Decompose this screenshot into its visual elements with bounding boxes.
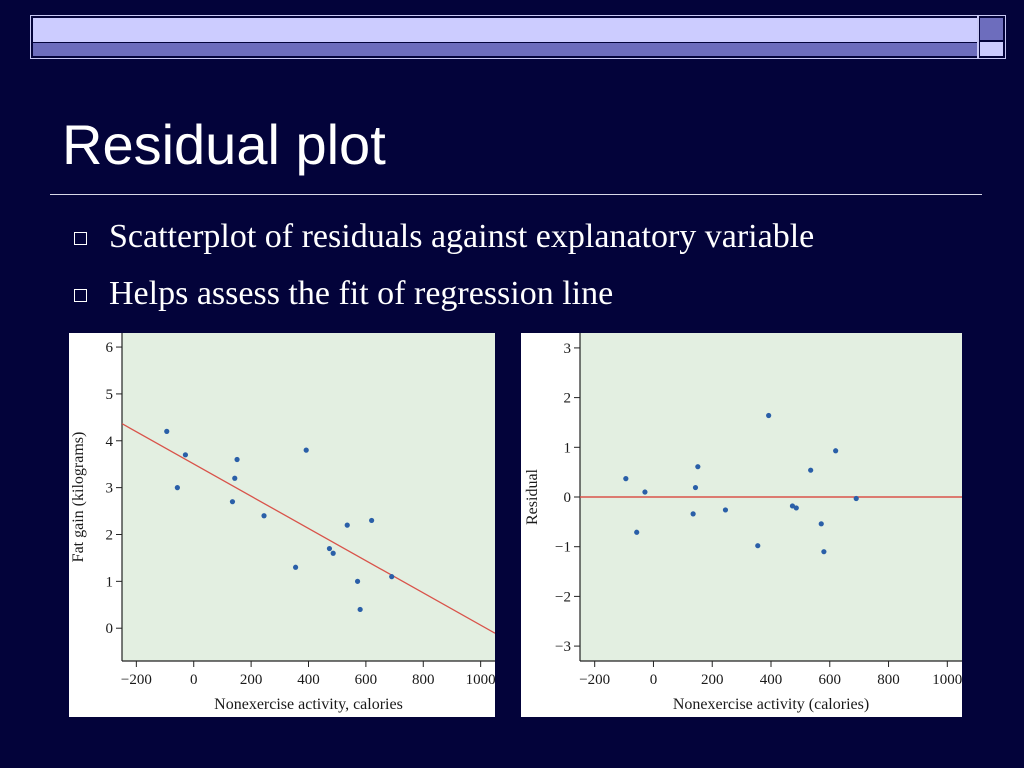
data-point <box>755 543 761 549</box>
header-square-top <box>980 18 1003 40</box>
data-point <box>692 484 699 491</box>
bullet-text: Helps assess the fit of regression line <box>109 275 614 312</box>
data-point <box>818 521 824 527</box>
y-tick-label: −3 <box>555 639 571 655</box>
y-tick-label: 2 <box>106 527 114 543</box>
data-point <box>261 513 267 519</box>
header-bar-light <box>33 18 977 42</box>
data-point <box>292 564 299 570</box>
residual-plot-panel: −200 0 200 400 600 800 1000 −3 −2 −1 0 1 2 3 Nonexerci… <box>521 333 962 717</box>
data-point <box>808 467 814 473</box>
hollow-square-bullet-icon <box>74 232 87 245</box>
data-point <box>357 606 363 613</box>
residual-scatter-plot: −200 0 200 400 600 800 1000 −3 −2 −1 0 1 2 3 Nonexerci… <box>524 333 962 713</box>
plot-area <box>122 333 495 661</box>
data-point <box>722 507 729 513</box>
data-point <box>303 447 309 453</box>
bullet-item: Helps assess the fit of regression line <box>72 271 814 328</box>
title-divider <box>50 194 982 195</box>
header-bar-outline <box>30 15 978 59</box>
x-tick-label: 400 <box>760 672 783 688</box>
x-tick-label: 600 <box>819 672 842 688</box>
y-axis-label: Residual <box>524 468 541 525</box>
bullet-text: Scatterplot of residuals against explana… <box>109 218 815 255</box>
x-axis-label: Nonexercise activity, calories <box>214 696 403 713</box>
header-square-bottom <box>980 42 1003 56</box>
x-tick-label: 1000 <box>466 672 495 688</box>
x-tick-label: 800 <box>877 672 900 688</box>
data-point <box>234 456 240 463</box>
y-axis-label: Fat gain (kilograms) <box>70 432 87 563</box>
y-tick-label: −2 <box>555 589 571 605</box>
y-tick-label: 6 <box>106 340 114 356</box>
data-point <box>766 412 772 419</box>
data-point <box>164 428 170 434</box>
x-tick-label: −200 <box>579 672 610 688</box>
x-tick-label: −200 <box>121 672 152 688</box>
data-point <box>695 464 701 470</box>
data-point <box>853 495 859 502</box>
y-tick-label: −1 <box>555 540 571 556</box>
y-tick-label: 2 <box>564 391 572 407</box>
data-point <box>634 529 640 535</box>
x-tick-label: 800 <box>412 672 435 688</box>
data-point <box>793 505 799 511</box>
data-point <box>326 545 333 552</box>
y-tick-label: 1 <box>106 574 114 590</box>
x-tick-label: 0 <box>190 672 198 688</box>
fat-gain-scatter-panel: −200 0 200 400 600 800 1000 0 1 2 3 4 5 6 Nonexercise … <box>69 333 495 717</box>
y-tick-label: 3 <box>106 481 114 497</box>
header-bar-mid <box>33 43 977 56</box>
data-point <box>182 452 189 458</box>
data-point <box>330 550 336 556</box>
data-point <box>174 485 180 491</box>
x-tick-label: 0 <box>650 672 658 688</box>
regression-line <box>122 423 495 634</box>
bullet-list: Scatterplot of residuals against explana… <box>72 214 814 328</box>
x-tick-label: 1000 <box>932 672 962 688</box>
data-point <box>690 511 696 517</box>
y-tick-label: 3 <box>564 341 572 357</box>
data-point <box>344 522 350 528</box>
header-square-outline <box>978 15 1006 59</box>
data-point <box>833 448 839 454</box>
data-point <box>229 499 236 505</box>
x-axis-label: Nonexercise activity (calories) <box>673 696 869 713</box>
data-point <box>789 503 796 509</box>
y-tick-label: 5 <box>106 387 114 403</box>
x-tick-label: 200 <box>240 672 263 688</box>
header-decoration <box>30 15 1006 59</box>
hollow-square-bullet-icon <box>74 289 87 302</box>
y-tick-label: 0 <box>564 490 572 506</box>
x-tick-label: 200 <box>701 672 724 688</box>
data-point <box>369 517 375 524</box>
y-tick-label: 4 <box>106 434 114 450</box>
fat-gain-scatter-plot: −200 0 200 400 600 800 1000 0 1 2 3 4 5 6 Nonexercise … <box>70 333 495 713</box>
y-tick-label: 1 <box>564 440 572 456</box>
data-point <box>354 578 361 584</box>
data-point <box>389 574 395 580</box>
x-tick-label: 600 <box>355 672 378 688</box>
bullet-item: Scatterplot of residuals against explana… <box>72 214 814 271</box>
data-point <box>232 475 238 481</box>
data-point <box>821 549 827 555</box>
slide-title: Residual plot <box>62 113 386 176</box>
data-point <box>623 476 629 482</box>
y-tick-label: 0 <box>106 621 114 637</box>
data-point <box>642 489 648 495</box>
x-tick-label: 400 <box>297 672 320 688</box>
